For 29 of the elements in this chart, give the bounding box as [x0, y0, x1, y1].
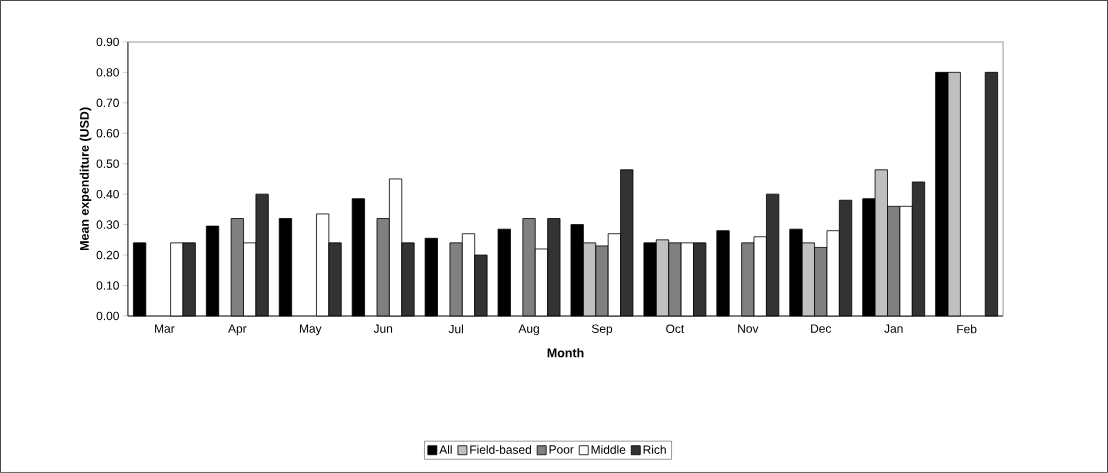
- y-tick-label: 0.30: [96, 220, 119, 229]
- x-tick-label: Jul: [448, 324, 463, 334]
- x-tick-label: Aug: [518, 324, 539, 336]
- legend-label: All: [439, 445, 452, 454]
- y-tick-label: 0.40: [96, 189, 119, 199]
- x-tick-label: Sep: [591, 324, 613, 336]
- x-tick-label: Apr: [228, 324, 247, 336]
- x-tick-label: Jun: [373, 324, 393, 333]
- y-tick-label: 0.20: [96, 250, 119, 260]
- x-tick-label: Jan: [884, 324, 903, 333]
- legend-label: Field-based: [470, 445, 532, 454]
- x-axis-title: Month: [547, 348, 584, 358]
- x-tick-label: Dec: [811, 324, 832, 333]
- y-tick-label: 0.10: [96, 281, 119, 290]
- y-tick-label: 0.80: [96, 68, 119, 77]
- y-tick-label: 0.00: [96, 311, 119, 321]
- y-tick-label: 0.60: [96, 129, 119, 138]
- y-axis-title: Mean expenditure (USD): [79, 107, 92, 251]
- x-tick-label: Feb: [957, 324, 977, 334]
- legend-label: Middle: [591, 445, 626, 454]
- legend-label: Poor: [549, 445, 574, 454]
- x-tick-label: Nov: [738, 324, 759, 333]
- y-tick-label: 0.70: [96, 98, 119, 108]
- x-tick-label: May: [299, 324, 322, 336]
- y-tick-label: 0.50: [96, 159, 119, 168]
- y-tick-label: 0.90: [96, 37, 119, 47]
- x-tick-label: Mar: [155, 324, 175, 333]
- x-tick-label: Oct: [666, 324, 685, 333]
- legend-label: Rich: [643, 445, 666, 454]
